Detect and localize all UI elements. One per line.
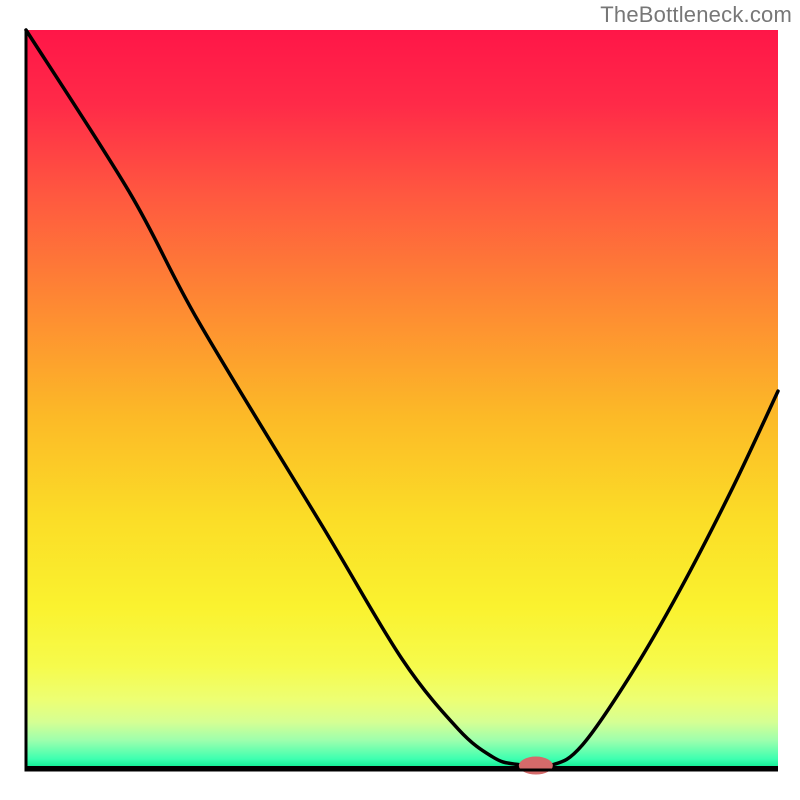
chart-container: TheBottleneck.com: [0, 0, 800, 800]
bottleneck-chart: [0, 0, 800, 800]
watermark-text: TheBottleneck.com: [600, 2, 792, 28]
optimal-marker: [519, 757, 553, 775]
